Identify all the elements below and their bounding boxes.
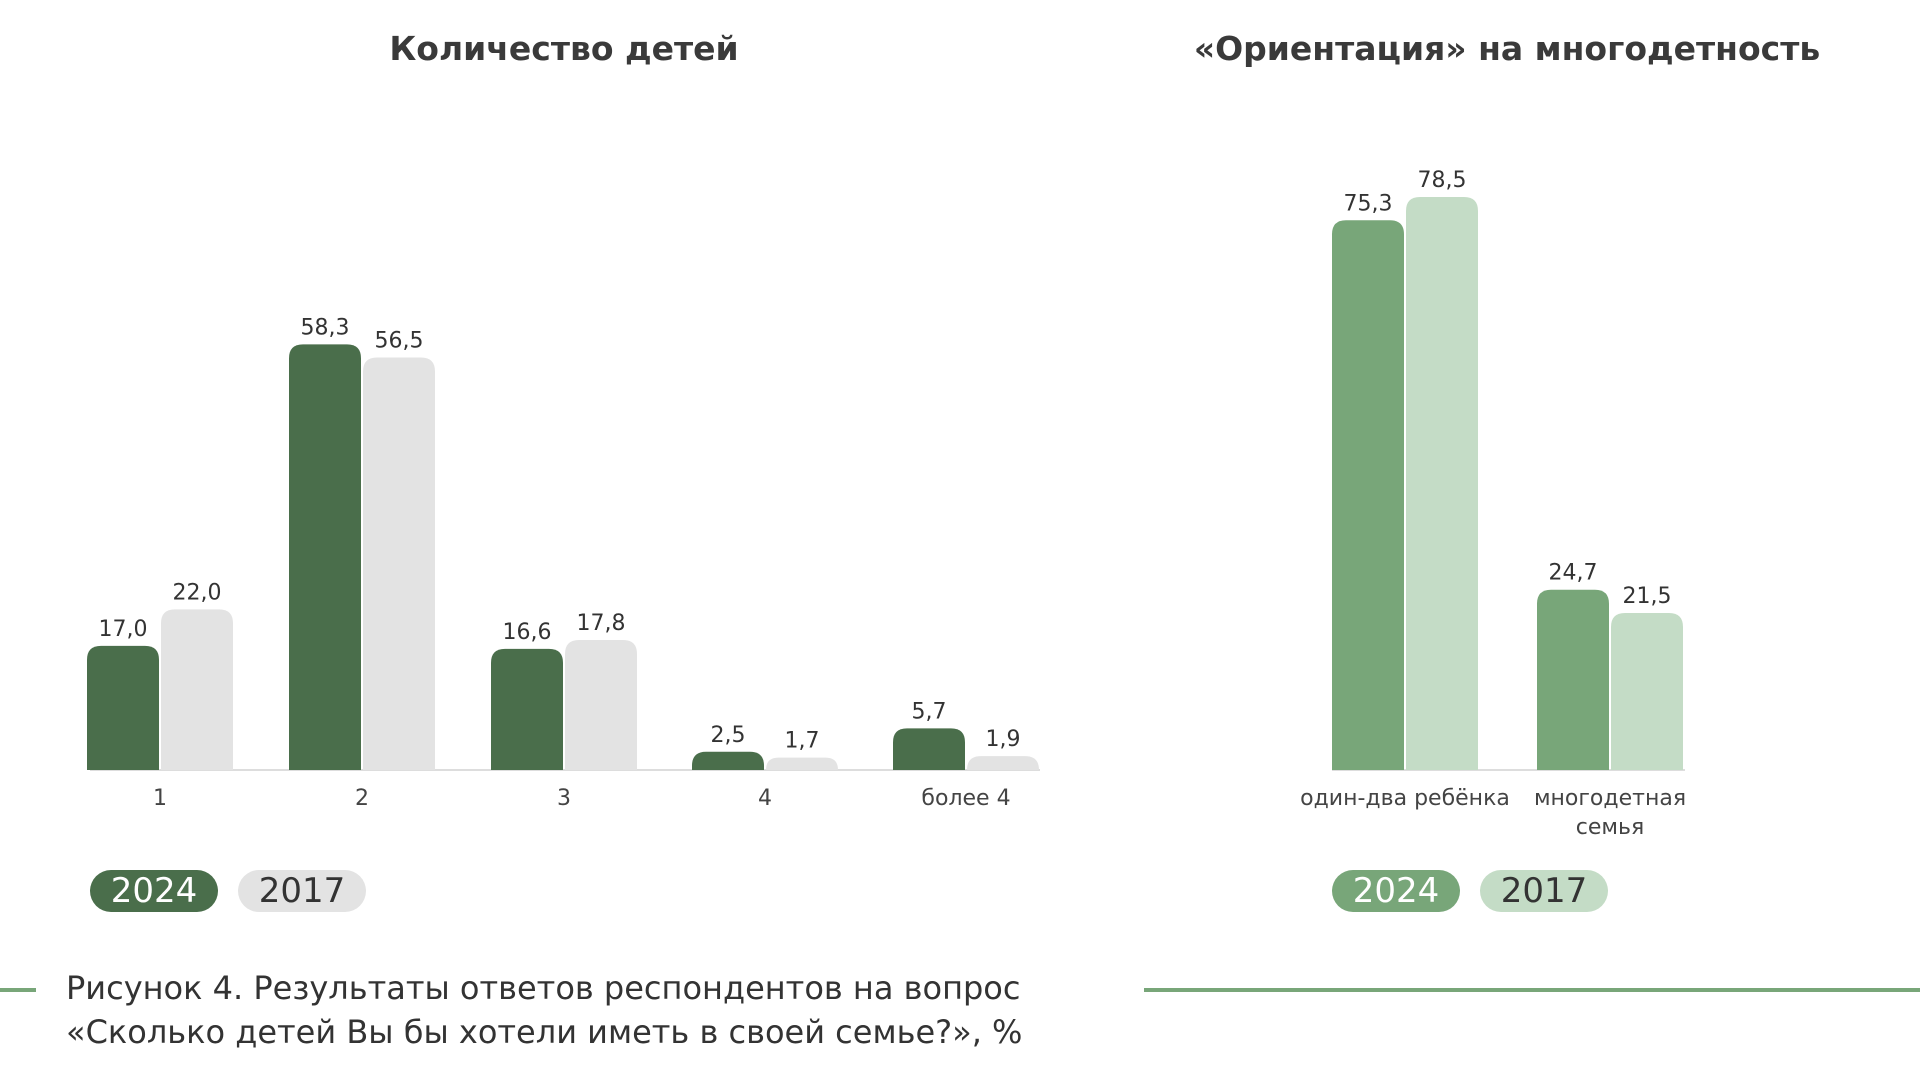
data-label-2024-3: 16,6 (503, 620, 552, 645)
bar-2017-4 (766, 757, 838, 770)
legend-label-2024: 2024 (1353, 871, 1440, 911)
data-label-2024-5: 5,7 (912, 699, 947, 724)
data-label-2024-1: 75,3 (1344, 191, 1393, 216)
category-label-1: один-два ребёнка (1300, 786, 1510, 811)
bar-2024-3 (491, 648, 563, 770)
figure-caption: Рисунок 4. Результаты ответов респондент… (66, 966, 1126, 1054)
legend-label-2024: 2024 (111, 871, 198, 911)
bar-2024-1 (87, 645, 159, 770)
caption-rule-right (1144, 988, 1920, 992)
bar-2024-5 (893, 728, 965, 770)
caption-rule-left (0, 988, 36, 992)
category-label-1: 1 (153, 786, 167, 811)
bar-2017-3 (565, 640, 637, 770)
chart-title: Количество детей (389, 29, 738, 68)
data-label-2017-1: 22,0 (173, 580, 222, 605)
chart-1: Количество детей 17,0 22,0 1 58,3 56,5 2 16,6 17… (87, 29, 1040, 912)
legend-pill-2024 (1332, 870, 1460, 912)
data-label-2024-4: 2,5 (711, 723, 746, 748)
category-label-2: многодетная семья (1534, 786, 1686, 840)
chart-title: «Ориентация» на многодетность (1194, 29, 1820, 68)
bar-2024-1 (1332, 220, 1404, 770)
legend-pill-2017 (238, 870, 366, 912)
data-label-2017-2: 56,5 (375, 329, 424, 354)
data-label-2024-1: 17,0 (99, 617, 148, 642)
bar-2017-1 (161, 609, 233, 770)
category-label-4: 4 (758, 786, 772, 811)
bar-2024-4 (692, 751, 764, 770)
bar-2024-2 (289, 344, 361, 770)
bar-2017-2 (363, 357, 435, 770)
bar-2017-5 (967, 756, 1039, 770)
bar-2017-1 (1406, 196, 1478, 770)
caption-line-2: «Сколько детей Вы бы хотели иметь в свое… (66, 1013, 1023, 1051)
bar-2017-2 (1611, 613, 1683, 770)
legend-pill-2017 (1480, 870, 1608, 912)
category-label-3: 3 (557, 786, 571, 811)
chart-2: «Ориентация» на многодетность 75,3 78,5 оди… (1194, 29, 1820, 912)
category-label-2: 2 (355, 786, 369, 811)
legend-label-2017: 2017 (259, 871, 346, 911)
caption-line-1: Рисунок 4. Результаты ответов респондент… (66, 969, 1021, 1007)
bar-2024-2 (1537, 589, 1609, 770)
data-label-2017-1: 78,5 (1418, 168, 1467, 193)
data-label-2024-2: 58,3 (301, 315, 350, 340)
category-label-5: более 4 (921, 786, 1010, 811)
data-label-2017-4: 1,7 (785, 729, 820, 754)
data-label-2017-5: 1,9 (986, 727, 1021, 752)
data-label-2017-3: 17,8 (577, 611, 626, 636)
legend-label-2017: 2017 (1501, 871, 1588, 911)
legend-pill-2024 (90, 870, 218, 912)
data-label-2024-2: 24,7 (1549, 561, 1598, 586)
data-label-2017-2: 21,5 (1623, 584, 1672, 609)
